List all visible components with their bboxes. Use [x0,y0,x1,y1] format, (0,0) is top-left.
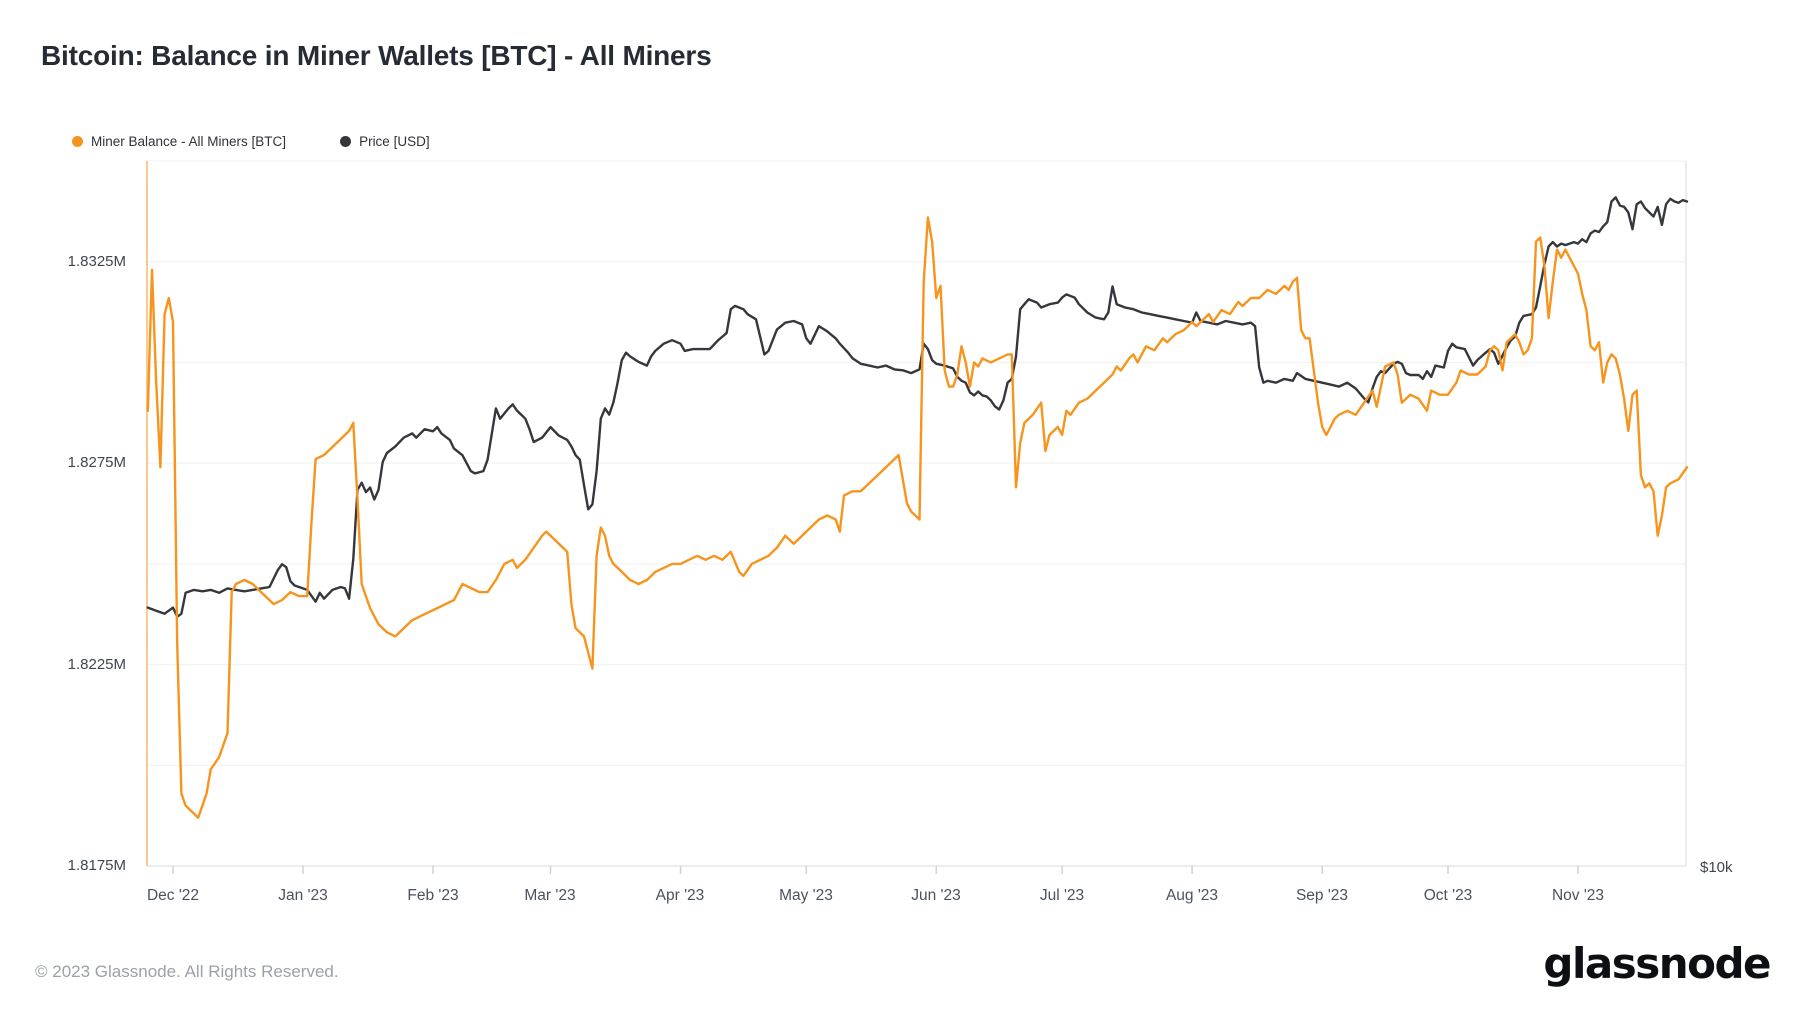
x-axis-label: Jan '23 [278,887,328,904]
page-title: Bitcoin: Balance in Miner Wallets [BTC] … [41,40,712,71]
legend-swatch-price-icon [340,136,352,147]
y-axis-label: 1.8175M [67,857,126,874]
legend-label-miner-balance: Miner Balance - All Miners [BTC] [91,134,287,149]
x-axis-label: May '23 [779,887,833,904]
x-axis-label: Oct '23 [1423,887,1473,904]
legend-item-miner-balance[interactable]: Miner Balance - All Miners [BTC] [72,134,286,149]
legend-swatch-miner-balance-icon [72,136,83,147]
x-axis-label: Mar '23 [524,887,576,904]
y-axis-label: 1.8225M [67,656,126,673]
glassnode-logo: glassnode [1543,939,1771,988]
y-axis-label: 1.8275M [67,454,126,471]
x-axis-label: Feb '23 [407,887,459,904]
x-axis-label: Jul '23 [1039,887,1085,904]
x-axis-label: Sep '23 [1295,887,1349,904]
y-axis-label: 1.8325M [67,253,126,270]
x-axis-label: Jun '23 [911,887,961,904]
legend-item-price[interactable]: Price [USD] [340,134,430,149]
legend-label-price: Price [USD] [359,134,430,149]
price-line [146,196,1689,618]
legend: Miner Balance - All Miners [BTC] Price [… [72,134,430,149]
x-axis-label: Aug '23 [1165,887,1219,904]
copyright-text: © 2023 Glassnode. All Rights Reserved. [35,962,339,981]
miner-balance-line [146,216,1689,819]
x-axis-label: Apr '23 [655,887,705,904]
x-axis-label: Nov '23 [1551,887,1605,904]
right-axis-label-10k: $10k [1700,859,1733,876]
x-axis-label: Dec '22 [146,887,200,904]
